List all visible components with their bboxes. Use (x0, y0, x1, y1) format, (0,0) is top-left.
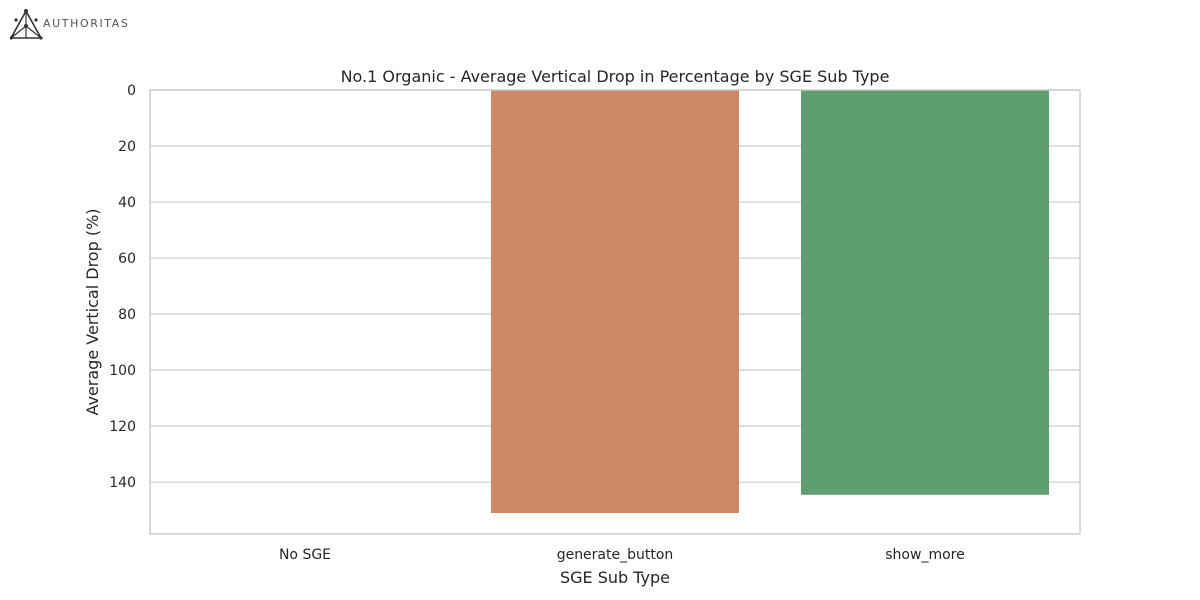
x-axis-title: SGE Sub Type (560, 568, 670, 587)
x-ticks: No SGE generate_button show_more (279, 547, 965, 563)
y-tick-label: 100 (109, 363, 136, 379)
bar-show-more (801, 90, 1049, 495)
x-tick-label: No SGE (279, 547, 331, 563)
bar-generate-button (491, 90, 739, 513)
plot-frame (149, 89, 1081, 535)
y-tick-label: 0 (127, 83, 136, 99)
authoritas-triangle-icon (9, 9, 43, 40)
y-tick-label: 40 (118, 195, 136, 211)
logo-text: AUTHORITAS (43, 17, 130, 30)
y-tick-label: 20 (118, 139, 136, 155)
y-ticks: 0 20 40 60 80 100 120 140 (109, 83, 136, 491)
chart-title: No.1 Organic - Average Vertical Drop in … (341, 67, 890, 86)
y-tick-label: 120 (109, 419, 136, 435)
y-tick-label: 60 (118, 251, 136, 267)
y-tick-label: 140 (109, 475, 136, 491)
bars (491, 90, 1049, 513)
y-axis-title: Average Vertical Drop (%) (83, 208, 102, 415)
x-tick-label: generate_button (557, 547, 674, 563)
x-tick-label: show_more (885, 547, 964, 563)
y-tick-label: 80 (118, 307, 136, 323)
authoritas-logo (9, 8, 140, 42)
